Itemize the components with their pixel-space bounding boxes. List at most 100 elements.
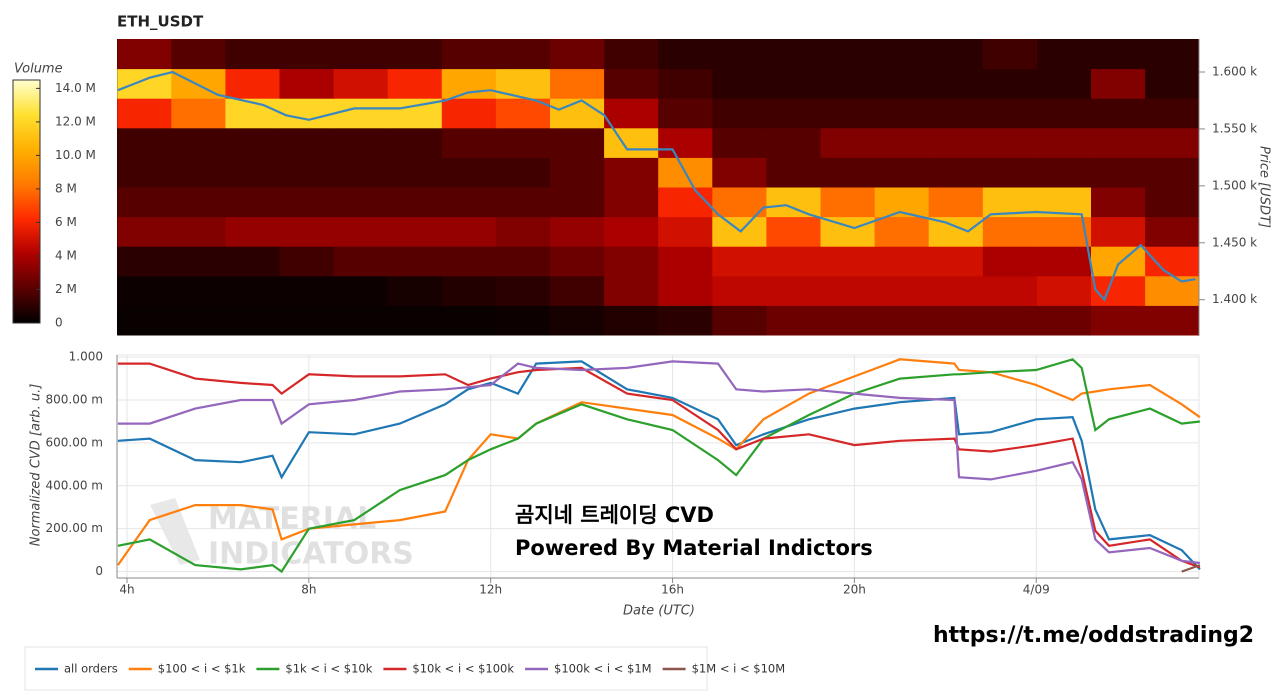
heatmap-cell <box>117 305 172 336</box>
heatmap-cell <box>333 127 389 158</box>
heatmap-cell <box>766 187 821 218</box>
heatmap-cell <box>1091 216 1146 247</box>
heatmap-cell <box>1036 39 1092 70</box>
heatmap-cell <box>225 305 280 336</box>
y-tick-label: 1.400 k <box>1212 292 1257 306</box>
colorbar-tick-label: 12.0 M <box>55 114 96 128</box>
heatmap-cell <box>604 275 659 306</box>
heatmap-cell <box>171 157 226 188</box>
heatmap-cell <box>604 187 659 218</box>
annotation: Powered By Material Indictors <box>515 536 873 560</box>
heatmap-cell <box>495 127 551 158</box>
heatmap-cell <box>279 305 335 336</box>
heatmap-cell <box>1036 305 1092 336</box>
heatmap-cell <box>874 216 930 247</box>
heatmap-cell <box>495 246 551 277</box>
legend-label: $100k < i < $1M <box>554 662 652 676</box>
heatmap-cell <box>658 98 713 129</box>
heatmap-cell <box>1036 246 1092 277</box>
heatmap-cell <box>333 305 389 336</box>
y-tick-label: 0 <box>95 564 103 578</box>
heatmap-cell <box>279 127 335 158</box>
price-line <box>117 70 1196 302</box>
heatmap-cell <box>117 157 172 188</box>
heatmap-cell <box>712 275 767 306</box>
heatmap-cell <box>928 127 984 158</box>
heatmap-cell <box>441 39 497 70</box>
heatmap-cell <box>712 157 767 188</box>
heatmap-cell <box>658 187 713 218</box>
heatmap-cell <box>712 246 767 277</box>
heatmap-cell <box>658 68 713 99</box>
heatmap-cell <box>604 68 659 99</box>
heatmap-cell <box>1091 157 1146 188</box>
heatmap-cell <box>279 98 335 129</box>
heatmap-cell <box>928 98 984 129</box>
y-tick-label: 200.00 m <box>46 521 104 535</box>
heatmap-cell <box>225 39 280 70</box>
heatmap-cell <box>1145 187 1200 218</box>
heatmap-cell <box>874 127 930 158</box>
heatmap-cell <box>333 68 389 99</box>
heatmap-cell <box>171 305 226 336</box>
heatmap-cell <box>441 246 497 277</box>
heatmap-cell <box>171 127 226 158</box>
heatmap-cell <box>766 157 821 188</box>
heatmap-cell <box>604 98 659 129</box>
heatmap-cell <box>117 275 172 306</box>
heatmap-cell <box>333 275 389 306</box>
heatmap-cell <box>766 246 821 277</box>
heatmap-cell <box>171 39 226 70</box>
heatmap-cell <box>1145 157 1200 188</box>
heatmap-cell <box>1036 68 1092 99</box>
heatmap-cell <box>441 216 497 247</box>
heatmap-cell <box>928 187 984 218</box>
heatmap-cell <box>117 127 172 158</box>
heatmap-cell <box>279 157 335 188</box>
chart-title: ETH_USDT <box>117 13 204 31</box>
heatmap-cell <box>712 68 767 99</box>
legend-label: $10k < i < $100k <box>412 662 514 676</box>
heatmap-cell <box>712 39 767 70</box>
heatmap-cell <box>441 68 497 99</box>
heatmap-cell <box>225 216 280 247</box>
heatmap-cell <box>441 187 497 218</box>
watermark: MATERIAL <box>208 502 376 537</box>
heatmap-cell <box>604 127 659 158</box>
heatmap-cell <box>1091 305 1146 336</box>
heatmap-cell <box>171 275 226 306</box>
heatmap-cell <box>820 68 876 99</box>
heatmap-cell <box>279 39 335 70</box>
heatmap-cell <box>874 157 930 188</box>
heatmap-cell <box>928 275 984 306</box>
heatmap-cell <box>766 275 821 306</box>
y-tick-label: 800.00 m <box>46 393 104 407</box>
heatmap-cell <box>1091 275 1146 306</box>
heatmap-cell <box>1036 98 1092 129</box>
heatmap-cell <box>712 305 767 336</box>
heatmap-cell <box>820 305 876 336</box>
heatmap-cell <box>766 305 821 336</box>
heatmap-cell <box>495 157 551 188</box>
y-axis-label: Price [USDT] <box>1257 146 1272 228</box>
y-tick-label: 400.00 m <box>46 478 104 492</box>
heatmap-cell <box>387 216 443 247</box>
heatmap-cell <box>820 39 876 70</box>
heatmap-cell <box>982 216 1038 247</box>
heatmap-cell <box>982 39 1038 70</box>
y-tick-label: 1.000 <box>69 350 103 364</box>
annotation: 곰지네 트레이딩 CVD <box>515 503 714 527</box>
heatmap-cell <box>1091 187 1146 218</box>
heatmap-cell <box>550 157 605 188</box>
x-tick-label: 4/09 <box>1023 583 1050 597</box>
heatmap-cell <box>550 216 605 247</box>
series-line <box>1181 564 1201 573</box>
heatmap-cell <box>387 157 443 188</box>
heatmap-cell <box>820 127 876 158</box>
heatmap-cell <box>766 127 821 158</box>
heatmap-cell <box>982 305 1038 336</box>
heatmap-cell <box>928 246 984 277</box>
heatmap-cell <box>982 275 1038 306</box>
heatmap-cell <box>874 246 930 277</box>
heatmap-cell <box>820 187 876 218</box>
